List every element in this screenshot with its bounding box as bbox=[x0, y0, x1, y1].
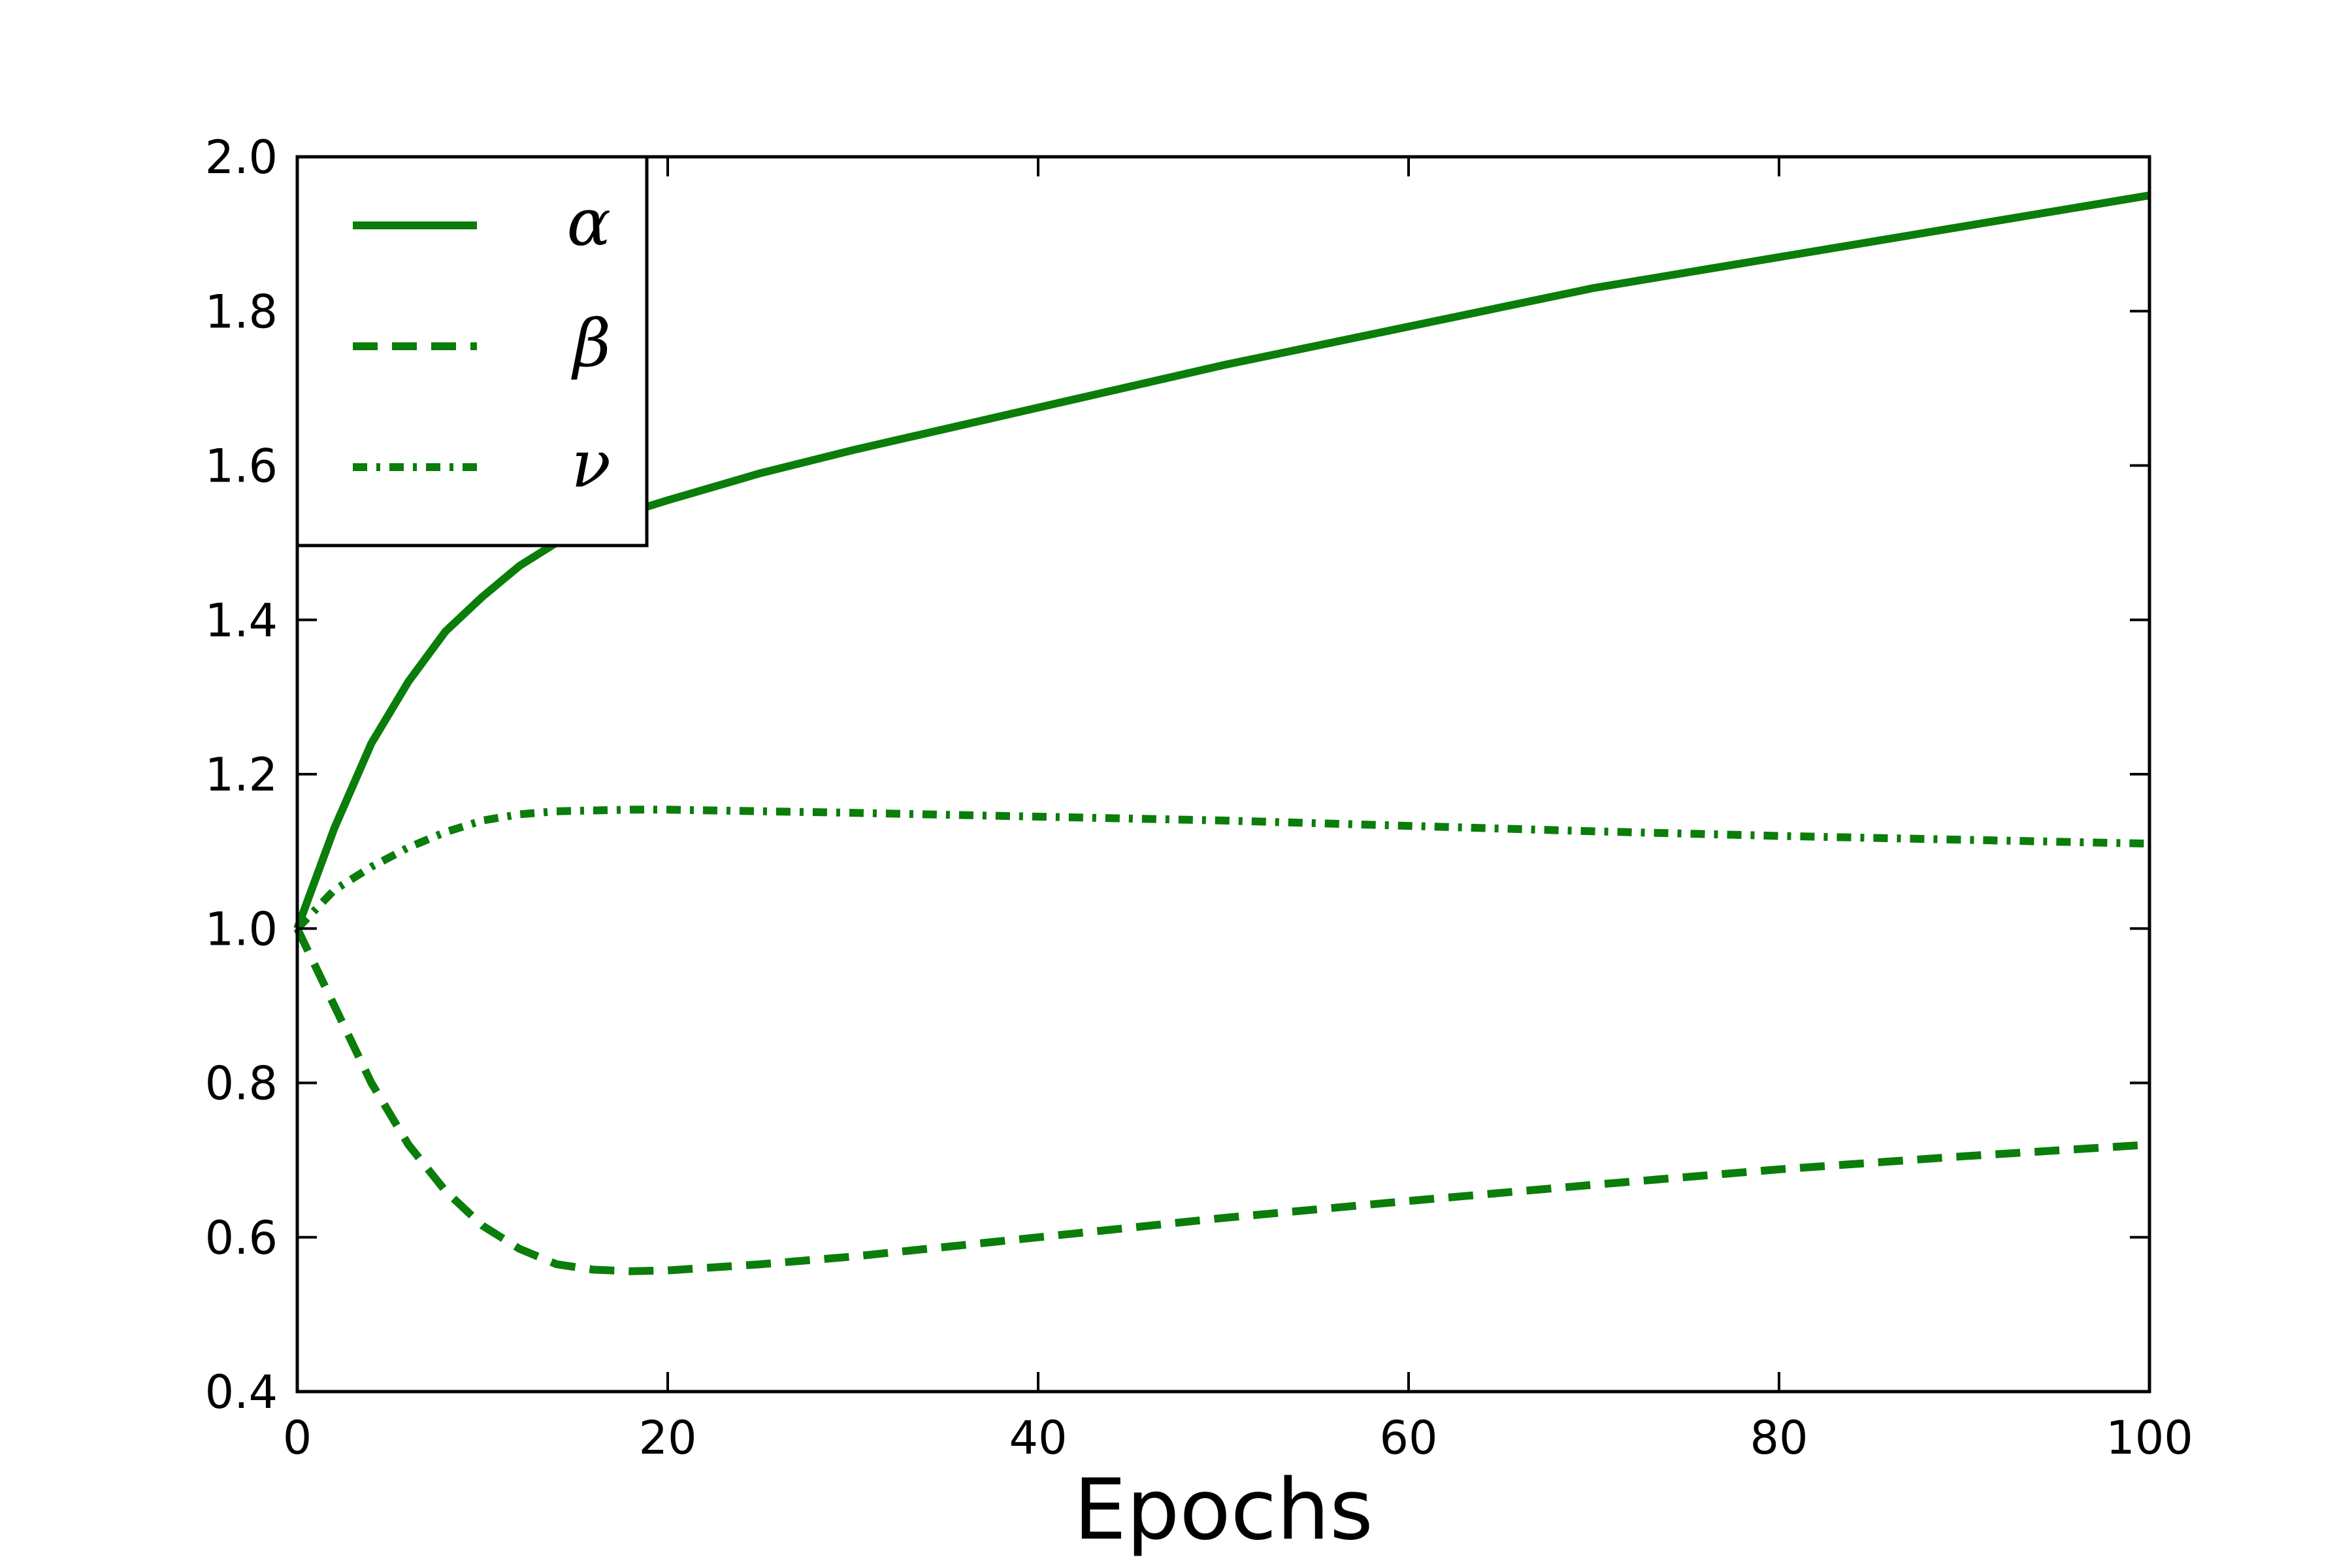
ticks-layer: 0 20 40 60 80 100 0.4 0.6 0.8 1.0 1.2 1.4 1.6 1.8 2.0 bbox=[205, 131, 2193, 1465]
x-tick-label: 0 bbox=[283, 1411, 312, 1465]
y-tick-label: 1.6 bbox=[205, 440, 278, 493]
x-axis-label: Epochs bbox=[1073, 1462, 1373, 1559]
x-tick-label: 80 bbox=[1750, 1411, 1808, 1465]
legend-label: α bbox=[566, 184, 611, 261]
y-tick-label: 1.4 bbox=[205, 594, 278, 647]
x-tick-label: 20 bbox=[638, 1411, 696, 1465]
y-tick-label: 1.0 bbox=[205, 902, 278, 956]
y-tick-label: 1.8 bbox=[205, 285, 278, 338]
y-tick-label: 2.0 bbox=[205, 131, 278, 184]
series-line-1 bbox=[293, 926, 2150, 1275]
series-line-0 bbox=[293, 191, 2150, 930]
x-tick-label: 100 bbox=[2106, 1411, 2193, 1465]
x-tick-label: 40 bbox=[1009, 1411, 1067, 1465]
x-tick-label: 60 bbox=[1379, 1411, 1437, 1465]
legend-label: ν bbox=[571, 426, 611, 502]
y-tick-label: 0.8 bbox=[205, 1057, 278, 1111]
legend-label: β bbox=[570, 305, 611, 382]
legend: αβν bbox=[295, 155, 649, 547]
series-layer bbox=[293, 191, 2150, 1275]
y-tick-label: 1.2 bbox=[205, 748, 278, 802]
y-tick-label: 0.4 bbox=[205, 1365, 278, 1419]
y-tick-label: 0.6 bbox=[205, 1211, 278, 1265]
